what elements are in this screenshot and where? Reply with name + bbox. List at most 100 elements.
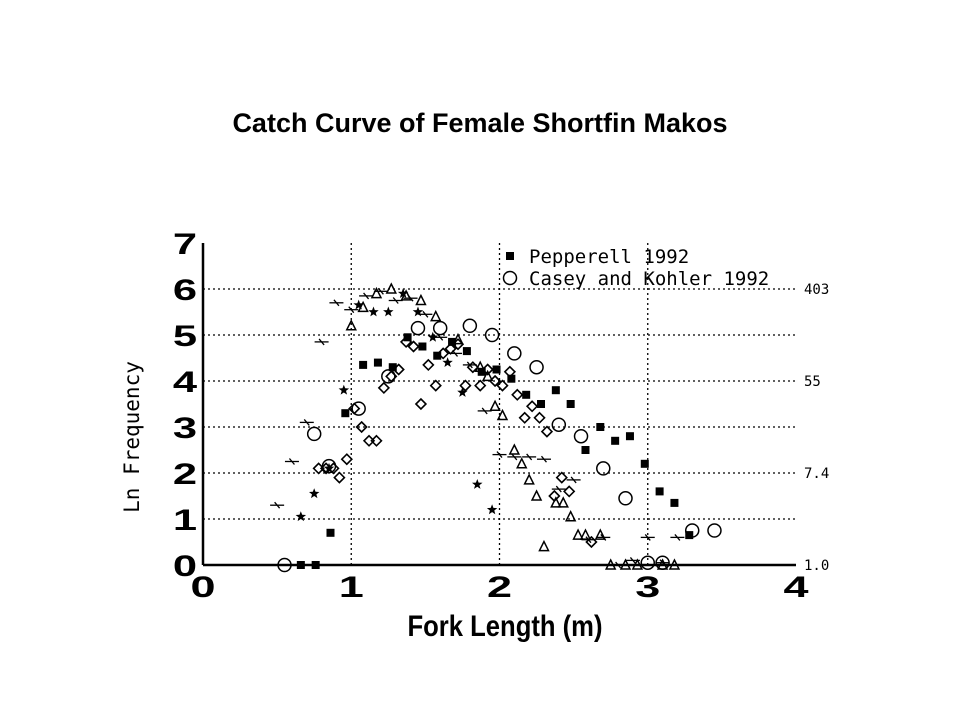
data-point-star	[397, 288, 409, 298]
data-point-open-diamond	[533, 411, 546, 424]
data-point-star	[338, 384, 350, 395]
data-point-open-diamond	[437, 347, 450, 360]
data-point-open-diamond	[422, 358, 435, 372]
data-point-filled-square	[341, 409, 350, 418]
data-point-cross	[655, 559, 670, 567]
data-point-filled-square	[359, 360, 368, 369]
data-point-cross	[581, 536, 596, 544]
data-point-filled-square	[551, 386, 560, 395]
data-point-open-diamond	[385, 370, 398, 383]
data-point-filled-square	[507, 374, 516, 383]
data-point-filled-square	[418, 342, 427, 351]
data-point-open-circle	[596, 461, 611, 476]
data-point-filled-square	[448, 337, 457, 346]
data-point-open-triangle	[385, 282, 397, 294]
data-point-open-triangle	[508, 443, 521, 455]
data-point-cross	[314, 338, 329, 346]
data-point-cross	[388, 297, 403, 304]
data-point-open-circle	[618, 491, 633, 506]
data-point-open-circle	[410, 320, 426, 336]
data-point-star	[323, 462, 335, 473]
data-point-open-circle	[573, 428, 589, 444]
data-point-cross	[344, 306, 359, 314]
x-axis-label: Fork Length (m)	[408, 610, 603, 643]
x-tick-label: 4	[783, 570, 809, 604]
data-point-open-triangle	[496, 408, 509, 421]
data-point-cross	[448, 349, 463, 357]
data-point-open-diamond	[399, 335, 413, 349]
y-tick-label: 7	[173, 227, 197, 261]
data-point-open-diamond	[407, 340, 420, 353]
data-point-star	[309, 488, 320, 499]
data-point-open-diamond	[555, 471, 568, 484]
data-point-cross	[270, 501, 285, 509]
data-point-open-diamond	[392, 363, 405, 376]
data-point-open-triangle	[564, 510, 577, 522]
data-point-open-diamond	[340, 453, 353, 466]
data-point-open-circle	[381, 369, 396, 384]
data-point-open-diamond	[414, 397, 428, 411]
right-axis-label: 7.4	[804, 466, 829, 482]
data-point-filled-square	[462, 347, 471, 356]
data-point-open-diamond	[540, 425, 554, 438]
data-point-open-triangle	[538, 539, 550, 552]
data-point-filled-square	[433, 351, 442, 360]
y-tick-label: 4	[173, 365, 197, 399]
data-point-cross	[625, 556, 640, 564]
data-point-star	[442, 357, 453, 367]
data-point-open-triangle	[452, 332, 464, 345]
data-point-open-diamond	[503, 365, 517, 378]
data-point-cross	[373, 287, 388, 295]
data-point-open-triangle	[594, 528, 607, 540]
data-point-open-triangle	[557, 496, 569, 508]
data-point-open-circle	[684, 523, 700, 538]
data-point-open-diamond	[518, 411, 531, 424]
data-point-open-diamond	[496, 379, 509, 392]
data-point-star	[383, 306, 394, 317]
data-point-cross	[551, 485, 566, 493]
data-point-cross	[566, 476, 581, 484]
data-point-open-diamond	[429, 379, 442, 392]
data-point-star	[353, 299, 364, 310]
data-point-open-circle	[707, 523, 722, 538]
data-point-open-triangle	[668, 558, 681, 570]
data-point-filled-square	[566, 400, 575, 408]
data-point-filled-square	[492, 365, 501, 374]
data-point-open-diamond	[481, 363, 494, 376]
right-axis-label: 1.0	[804, 558, 829, 574]
y-tick-label: 0	[173, 549, 197, 583]
data-point-cross	[433, 333, 448, 341]
data-point-star	[295, 511, 307, 522]
data-point-open-triangle	[370, 286, 383, 299]
data-point-star	[412, 306, 424, 317]
data-point-open-diamond	[348, 402, 361, 415]
data-point-cross	[522, 453, 537, 461]
x-tick-label: 0	[190, 570, 215, 604]
data-point-star	[472, 479, 483, 489]
data-point-cross	[640, 533, 655, 541]
data-point-cross	[536, 455, 551, 463]
x-tick-label: 1	[339, 570, 364, 604]
data-point-open-circle	[484, 327, 500, 343]
data-point-open-circle	[507, 346, 522, 361]
data-point-filled-square	[611, 436, 620, 445]
data-point-cross	[403, 294, 418, 302]
data-point-cross	[418, 310, 433, 318]
data-point-cross	[284, 458, 299, 465]
data-point-filled-square	[685, 531, 694, 540]
y-tick-label: 2	[173, 457, 197, 491]
data-point-star	[457, 387, 468, 397]
data-point-cross	[670, 533, 685, 541]
data-point-open-triangle	[550, 496, 562, 508]
data-point-open-diamond	[377, 381, 390, 395]
data-point-open-triangle	[430, 309, 442, 322]
data-point-open-diamond	[459, 379, 472, 392]
data-point-open-diamond	[355, 420, 368, 434]
data-point-filled-square	[326, 528, 335, 537]
data-point-cross	[611, 561, 626, 569]
data-point-open-triangle	[481, 369, 494, 382]
legend-label: Casey and Kohler 1992	[529, 268, 769, 290]
data-point-open-diamond	[370, 434, 383, 447]
data-point-open-diamond	[511, 388, 524, 401]
data-point-open-diamond	[525, 400, 539, 413]
